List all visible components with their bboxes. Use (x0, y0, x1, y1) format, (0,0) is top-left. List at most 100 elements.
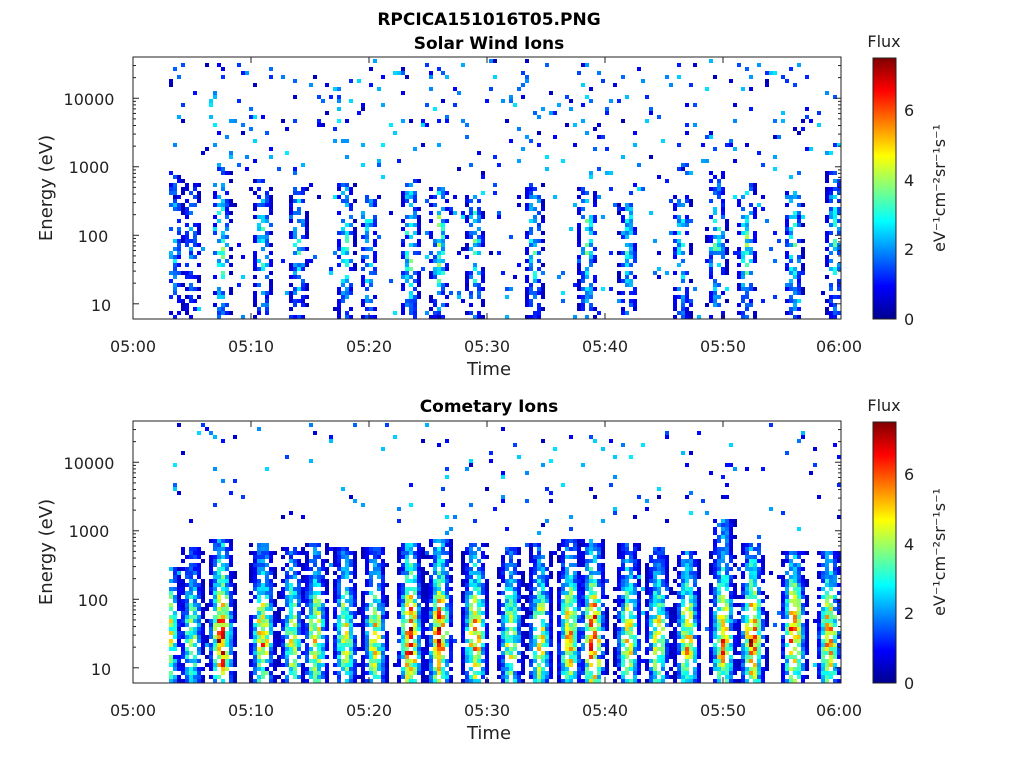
spectrogram-cell (325, 619, 329, 623)
spectrogram-cell (193, 643, 197, 647)
spectrogram-cell (341, 139, 345, 143)
spectrogram-cell (253, 159, 257, 163)
spectrogram-cell (169, 83, 173, 87)
spectrogram-cell (181, 191, 185, 195)
spectrogram-cell (437, 267, 441, 271)
spectrogram-cell (685, 583, 689, 587)
spectrogram-cell (533, 603, 537, 607)
spectrogram-cell (601, 587, 605, 591)
spectrogram-cell (541, 643, 545, 647)
spectrogram-cell (637, 495, 641, 499)
spectrogram-cell (677, 203, 681, 207)
spectrogram-cell (449, 587, 453, 591)
spectrogram-cell (465, 599, 469, 603)
spectrogram-cell (265, 203, 269, 207)
spectrogram-cell (217, 559, 221, 563)
spectrogram-cell (297, 579, 301, 583)
spectrogram-cell (397, 627, 401, 631)
spectrogram-cell (233, 655, 237, 659)
spectrogram-cell (409, 599, 413, 603)
spectrogram-cell (169, 271, 173, 275)
spectrogram-cell (785, 243, 789, 247)
spectrogram-cell (593, 679, 597, 683)
spectrogram-cell (429, 271, 433, 275)
spectrogram-cell (713, 187, 717, 191)
spectrogram-cell (637, 639, 641, 643)
spectrogram-cell (293, 547, 297, 551)
spectrogram-cell (645, 507, 649, 511)
spectrogram-cell (409, 259, 413, 263)
spectrogram-cell (181, 663, 185, 667)
spectrogram-cell (477, 271, 481, 275)
spectrogram-cell (541, 207, 545, 211)
spectrogram-cell (329, 95, 333, 99)
spectrogram-cell (281, 595, 285, 599)
spectrogram-cell (189, 239, 193, 243)
spectrogram-cell (417, 227, 421, 231)
spectrogram-cell (269, 203, 273, 207)
spectrogram-cell (541, 619, 545, 623)
spectrogram-cell (193, 235, 197, 239)
spectrogram-cell (429, 235, 433, 239)
spectrogram-cell (189, 639, 193, 643)
spectrogram-cell (473, 655, 477, 659)
spectrogram-cell (649, 667, 653, 671)
spectrogram-cell (325, 551, 329, 555)
spectrogram-cell (233, 663, 237, 667)
spectrogram-cell (601, 447, 605, 451)
spectrogram-cell (561, 619, 565, 623)
spectrogram-cell (173, 635, 177, 639)
spectrogram-cell (333, 615, 337, 619)
spectrogram-cell (189, 315, 193, 319)
spectrogram-cell (373, 655, 377, 659)
spectrogram-cell (605, 171, 609, 175)
spectrogram-cell (173, 615, 177, 619)
spectrogram-cell (753, 251, 757, 255)
spectrogram-cell (673, 651, 677, 655)
spectrogram-cell (437, 631, 441, 635)
spectrogram-cell (229, 671, 233, 675)
spectrogram-cell (217, 295, 221, 299)
spectrogram-cell (665, 567, 669, 571)
spectrogram-cell (529, 227, 533, 231)
spectrogram-cell (549, 603, 553, 607)
spectrogram-cell (201, 623, 205, 627)
spectrogram-cell (301, 551, 305, 555)
spectrogram-cell (205, 603, 209, 607)
spectrogram-cell (565, 639, 569, 643)
spectrogram-cell (601, 615, 605, 619)
spectrogram-cell (209, 103, 213, 107)
spectrogram-cell (173, 623, 177, 627)
spectrogram-cell (713, 211, 717, 215)
spectrogram-cell (225, 311, 229, 315)
tick-marks (132, 56, 842, 319)
spectrogram-cell (629, 231, 633, 235)
spectrogram-cell (505, 663, 509, 667)
spectrogram-cell (261, 619, 265, 623)
spectrogram-cell (745, 191, 749, 195)
spectrogram-cell (709, 263, 713, 267)
spectrogram-cell (209, 539, 213, 543)
spectrogram-cell (293, 623, 297, 627)
spectrogram-cell (509, 639, 513, 643)
spectrogram-cell (433, 591, 437, 595)
spectrogram-cell (513, 587, 517, 591)
spectrogram-cell (177, 575, 181, 579)
spectrogram-cell (273, 571, 277, 575)
spectrogram-cell (545, 519, 549, 523)
spectrogram-cell (593, 627, 597, 631)
spectrogram-cell (501, 567, 505, 571)
spectrogram-cell (417, 295, 421, 299)
spectrogram-cell (269, 263, 273, 267)
spectrogram-cell (429, 595, 433, 599)
spectrogram-cell (541, 611, 545, 615)
spectrogram-cell (509, 663, 513, 667)
spectrogram-cell (353, 671, 357, 675)
spectrogram-cell (657, 559, 661, 563)
spectrogram-cell (217, 607, 221, 611)
spectrogram-cell (673, 679, 677, 683)
spectrogram-cell (469, 235, 473, 239)
spectrogram-cell (445, 571, 449, 575)
spectrogram-cell (721, 235, 725, 239)
spectrogram-cell (477, 579, 481, 583)
